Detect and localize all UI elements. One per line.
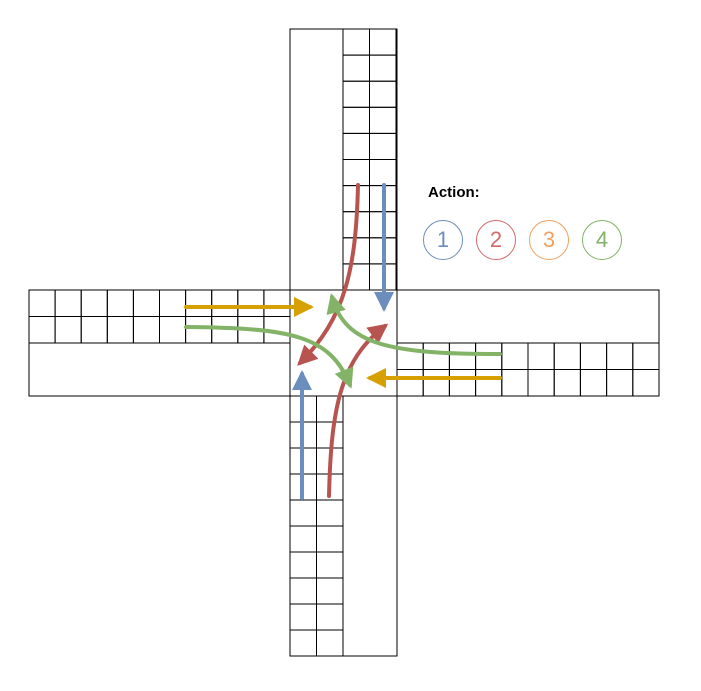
lane-cell	[632, 342, 660, 370]
lane-cell	[316, 499, 344, 527]
lane-cell	[289, 629, 317, 657]
lane-cell	[501, 369, 529, 397]
lane-cell	[316, 629, 344, 657]
lane-cell	[475, 342, 503, 370]
lane-cell	[263, 289, 291, 317]
lane-cell	[342, 132, 370, 160]
lane-cell	[369, 106, 397, 134]
legend-title: Action:	[428, 184, 480, 201]
lane-cell	[579, 369, 608, 397]
lane-cell	[289, 551, 317, 579]
action-badge-3-label: 3	[542, 227, 556, 252]
action-badge-2: 2	[476, 220, 516, 260]
arrow-south-turn	[327, 323, 389, 498]
lane-cells	[28, 28, 660, 657]
lane-cell	[132, 289, 160, 317]
lane-cell	[448, 369, 477, 397]
lane-cell	[422, 369, 450, 397]
lane-cell	[342, 80, 370, 108]
lane-cell	[527, 342, 555, 370]
lane-cell	[289, 577, 317, 605]
lane-cell	[342, 106, 370, 134]
lane-cell	[342, 54, 370, 82]
lane-cell	[632, 369, 660, 397]
lane-cell	[28, 289, 56, 317]
lane-cell	[54, 289, 82, 317]
lane-cell	[54, 316, 82, 344]
lane-cell	[132, 316, 160, 344]
lane-cell	[316, 603, 344, 631]
lane-cell	[448, 342, 477, 370]
action-badge-1: 1	[423, 220, 463, 260]
lane-cell	[553, 369, 581, 397]
lane-cell	[316, 421, 344, 449]
lane-cell	[106, 316, 134, 344]
arrow-west-turn	[184, 325, 354, 389]
lane-cell	[501, 342, 529, 370]
action-badge-4: 4	[582, 220, 622, 260]
action-badge-4-label: 4	[595, 227, 609, 252]
action-badge-3: 3	[529, 220, 569, 260]
lane-cell	[579, 342, 608, 370]
lane-cell	[159, 316, 187, 344]
lane-cell	[80, 289, 108, 317]
lane-cell	[527, 369, 555, 397]
lane-cell	[28, 316, 56, 344]
lane-cell	[185, 289, 213, 317]
lane-cell	[606, 342, 634, 370]
lane-cell	[237, 289, 265, 317]
action-legend: 1 2 3 4	[423, 220, 622, 260]
lane-cell	[369, 159, 397, 187]
lane-cell	[159, 289, 187, 317]
lane-cell	[316, 551, 344, 579]
arrow-north-turn	[297, 183, 360, 366]
lane-cell	[106, 289, 134, 317]
lane-cell	[342, 159, 370, 187]
lane-cell	[316, 577, 344, 605]
lane-cell	[369, 132, 397, 160]
lane-cell	[80, 316, 108, 344]
lane-cell	[289, 603, 317, 631]
lane-cell	[396, 369, 424, 397]
lane-cell	[369, 28, 397, 56]
lane-cell	[553, 342, 581, 370]
lane-cell	[289, 525, 317, 553]
lane-cell	[211, 289, 239, 317]
lane-cell	[289, 499, 317, 527]
lane-cell	[185, 316, 213, 344]
lane-cell	[369, 54, 397, 82]
lane-cell	[475, 369, 503, 397]
lane-cell	[369, 80, 397, 108]
action-badge-1-label: 1	[436, 227, 450, 252]
lane-cell	[316, 525, 344, 553]
arrow-east-turn	[326, 293, 502, 356]
lane-cell	[422, 342, 450, 370]
lane-cell	[606, 369, 634, 397]
lane-cell	[342, 28, 370, 56]
action-badge-2-label: 2	[489, 227, 503, 252]
movement-arrows	[184, 183, 502, 500]
